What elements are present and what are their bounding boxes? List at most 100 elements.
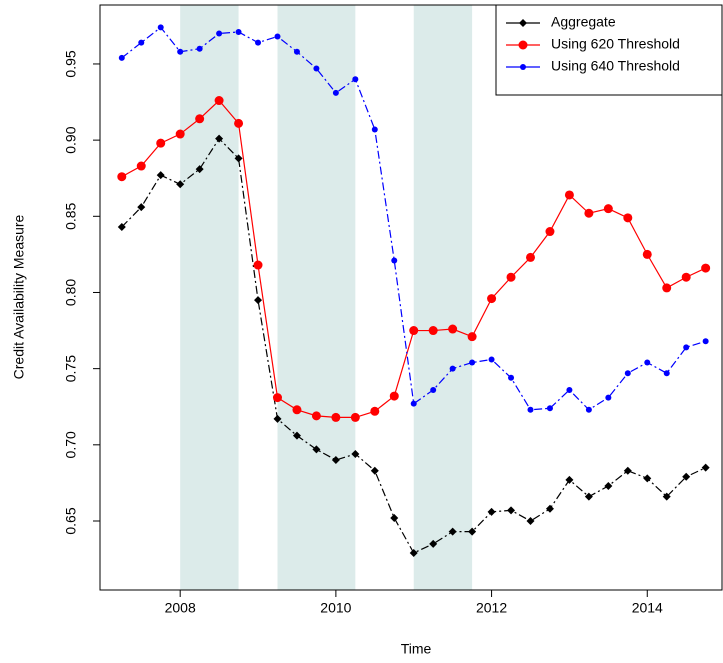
point (507, 506, 516, 515)
point (430, 386, 437, 393)
point (313, 65, 320, 72)
point (234, 118, 244, 128)
point (623, 213, 633, 223)
point (566, 386, 573, 393)
y-tick-label: 0.70 (63, 431, 79, 458)
shaded-region (413, 5, 473, 590)
legend-marker (519, 19, 527, 27)
point (449, 365, 456, 372)
y-tick-label: 0.90 (63, 126, 79, 153)
point (195, 165, 204, 174)
point (138, 39, 145, 46)
point (604, 481, 613, 490)
x-tick-label: 2012 (476, 600, 507, 616)
x-axis-label: Time (401, 641, 432, 657)
point (196, 45, 203, 52)
point (195, 114, 205, 124)
point (157, 24, 164, 31)
point (410, 400, 417, 407)
point (683, 344, 690, 351)
point (389, 391, 399, 401)
point (215, 134, 224, 143)
point (177, 48, 184, 55)
point (156, 171, 165, 180)
point (118, 54, 125, 61)
legend-box (495, 4, 723, 96)
point (117, 172, 127, 182)
point (681, 272, 691, 282)
point (409, 326, 419, 336)
point (351, 449, 360, 458)
point (156, 138, 166, 148)
legend-marker (520, 64, 526, 70)
point (234, 154, 243, 163)
legend-label: Using 620 Threshold (551, 36, 680, 52)
point (487, 294, 497, 304)
point (642, 249, 652, 259)
point (137, 203, 146, 212)
x-tick-label: 2010 (320, 600, 351, 616)
y-tick-label: 0.75 (63, 355, 79, 382)
point (702, 338, 709, 345)
point (584, 208, 594, 218)
point (682, 472, 691, 481)
y-tick-label: 0.80 (63, 279, 79, 306)
point (448, 527, 457, 536)
point (508, 374, 515, 381)
point (584, 492, 593, 501)
point (488, 356, 495, 363)
point (701, 263, 711, 273)
point (312, 445, 321, 454)
y-axis-label: Credit Availability Measure (11, 214, 27, 379)
point (350, 412, 360, 422)
point (546, 405, 553, 412)
point (701, 463, 710, 472)
point (175, 129, 185, 139)
point (370, 406, 380, 416)
legend-label: Aggregate (551, 14, 616, 30)
point (390, 513, 399, 522)
point (644, 359, 651, 366)
point (565, 475, 574, 484)
point (216, 30, 223, 37)
point (117, 222, 126, 231)
point (370, 466, 379, 475)
point (272, 393, 282, 403)
point (605, 394, 612, 401)
point (409, 548, 418, 557)
point (235, 28, 242, 35)
point (469, 359, 476, 366)
point (526, 516, 535, 525)
point (136, 161, 146, 171)
point (254, 296, 263, 305)
point (527, 406, 534, 413)
y-tick-label: 0.65 (63, 507, 79, 534)
legend-marker (518, 40, 528, 50)
y-tick-label: 0.95 (63, 50, 79, 77)
point (311, 411, 321, 421)
point (273, 414, 282, 423)
point (506, 272, 516, 282)
point (292, 405, 302, 415)
point (352, 76, 359, 83)
point (643, 474, 652, 483)
point (662, 492, 671, 501)
point (545, 504, 554, 513)
point (428, 326, 438, 336)
point (331, 456, 340, 465)
point (332, 89, 339, 96)
point (662, 283, 672, 293)
point (545, 227, 555, 237)
legend-label: Using 640 Threshold (551, 58, 680, 74)
point (448, 324, 458, 334)
point (331, 412, 341, 422)
point (525, 252, 535, 262)
shaded-region (277, 5, 356, 590)
point (603, 204, 613, 214)
point (663, 370, 670, 377)
point (292, 431, 301, 440)
x-tick-label: 2008 (165, 600, 196, 616)
point (564, 190, 574, 200)
point (468, 527, 477, 536)
